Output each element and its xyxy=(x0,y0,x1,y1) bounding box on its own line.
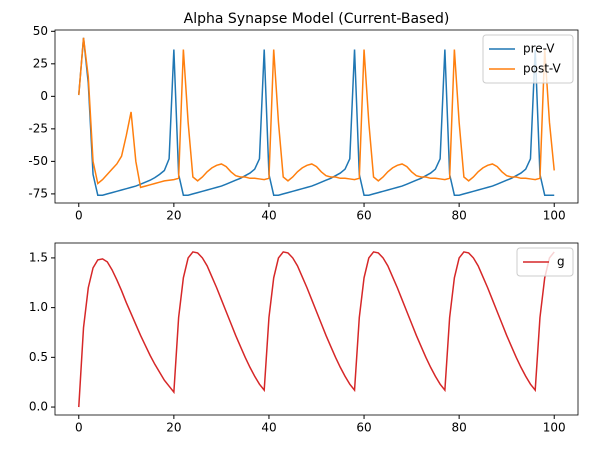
x-tick-label: 40 xyxy=(261,209,276,223)
x-tick-label: 20 xyxy=(166,421,181,435)
axes-frame xyxy=(54,242,579,416)
line-series xyxy=(78,37,555,196)
y-tick-label: 1.5 xyxy=(29,250,48,264)
legend-box xyxy=(482,34,574,84)
x-tick-label: 0 xyxy=(75,421,83,435)
y-tick-label: 1.0 xyxy=(29,300,48,314)
x-tick-label: 20 xyxy=(166,209,181,223)
x-tick-label: 100 xyxy=(543,421,566,435)
y-tick-label: 0.5 xyxy=(29,350,48,364)
y-tick-label: 25 xyxy=(33,56,48,70)
line-series xyxy=(78,37,555,189)
legend-label: g xyxy=(557,255,565,269)
y-tick-label: 0.0 xyxy=(29,400,48,414)
legend-label: pre-V xyxy=(523,42,555,56)
y-tick-label: -75 xyxy=(28,186,48,200)
x-tick-label: 0 xyxy=(75,209,83,223)
x-tick-label: 100 xyxy=(543,209,566,223)
x-tick-label: 60 xyxy=(356,209,371,223)
axes-frame xyxy=(54,29,579,204)
y-tick-label: -50 xyxy=(28,154,48,168)
y-tick-label: 50 xyxy=(33,24,48,38)
y-tick-label: -25 xyxy=(28,121,48,135)
chart-title: Alpha Synapse Model (Current-Based) xyxy=(184,11,450,27)
x-tick-label: 60 xyxy=(356,421,371,435)
x-tick-label: 80 xyxy=(451,421,466,435)
x-tick-label: 40 xyxy=(261,421,276,435)
x-tick-label: 80 xyxy=(451,209,466,223)
line-series xyxy=(78,251,555,408)
y-tick-label: 0 xyxy=(40,89,48,103)
legend-label: post-V xyxy=(523,62,562,76)
